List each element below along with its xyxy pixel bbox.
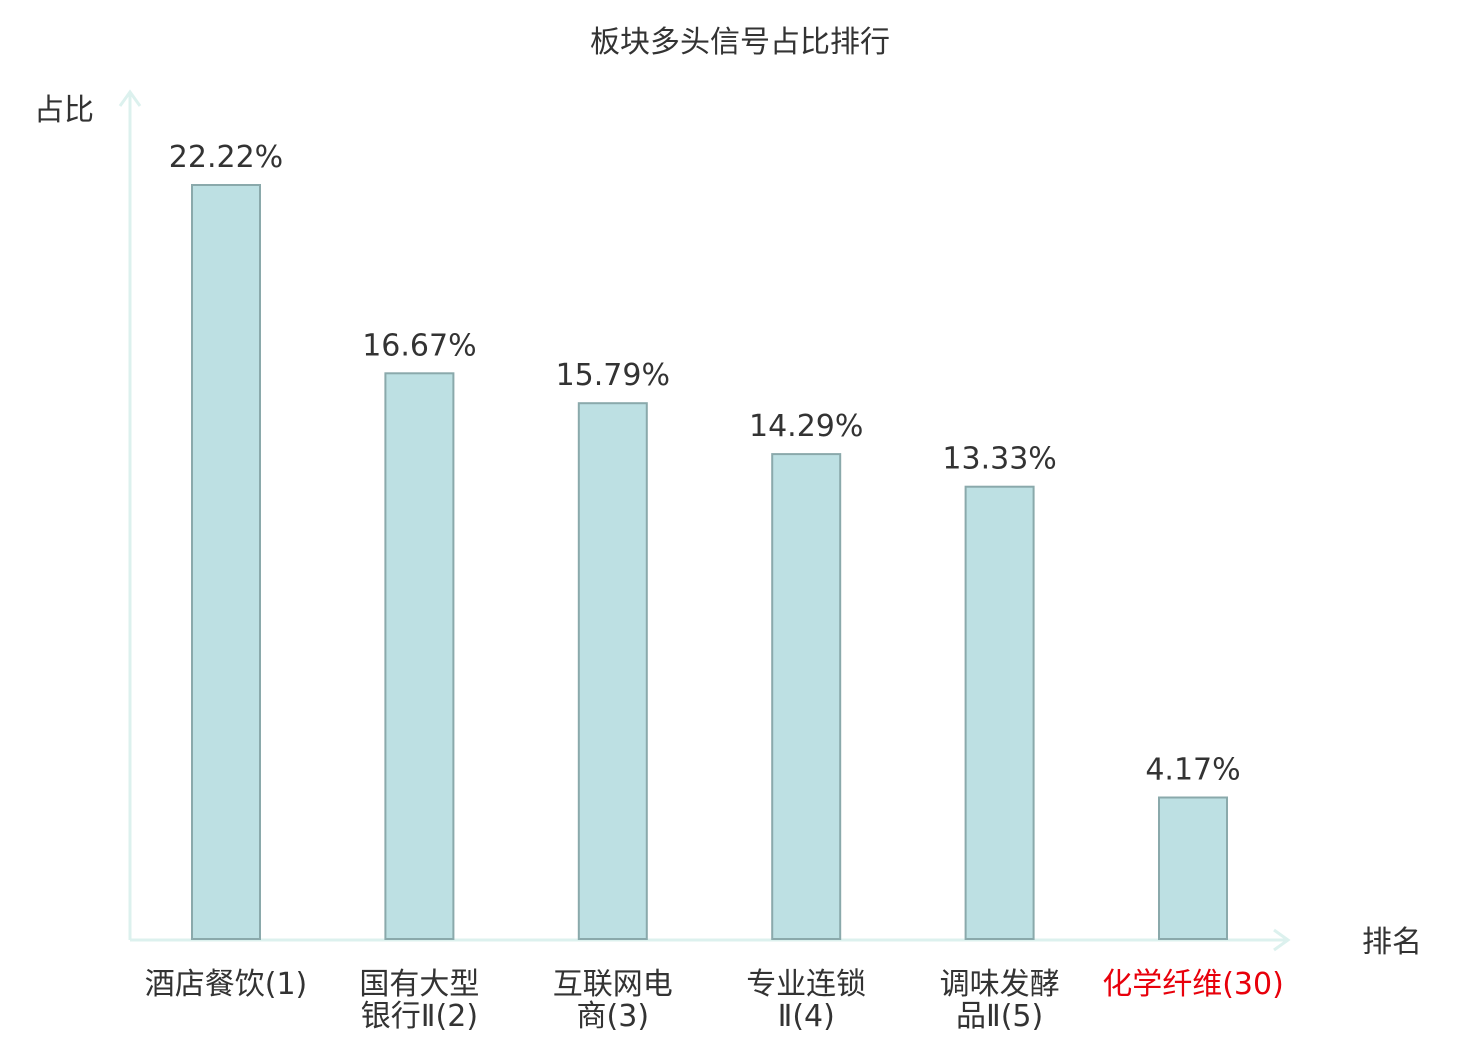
bar — [1158, 796, 1228, 940]
category-label: 化学纤维(30) — [1102, 967, 1284, 1002]
category-label-line: 互联网电 — [553, 967, 673, 1002]
category-label: 酒店餐饮(1) — [145, 967, 308, 1002]
category-label-line: 商(3) — [577, 999, 650, 1034]
category-labels: 酒店餐饮(1) 国有大型银行Ⅱ(2) 互联网电商(3) 专业连锁 Ⅱ(4) 调味发酵品Ⅱ(… — [145, 967, 1284, 1034]
x-axis-label: 排名 — [1362, 925, 1422, 960]
category-label-line: 调味发酵 — [940, 967, 1060, 1002]
category-label-line: Ⅱ(4) — [778, 999, 835, 1034]
bar-value-label: 13.33% — [942, 442, 1056, 477]
bar — [771, 453, 842, 940]
y-axis-label: 占比 — [34, 93, 94, 128]
value-labels: 22.22% 16.67% 15.79% 14.29% 13.33% 4.17% — [169, 140, 1241, 788]
bar — [577, 402, 648, 940]
bar — [964, 485, 1035, 940]
category-label: 调味发酵品Ⅱ(5) — [940, 967, 1060, 1034]
chart-title: 板块多头信号占比排行 — [590, 25, 890, 60]
y-axis-arrow-icon — [118, 89, 142, 107]
bars — [191, 184, 1228, 940]
bar-value-label: 15.79% — [556, 358, 670, 393]
bar-value-label: 14.29% — [749, 409, 863, 444]
bar-value-label: 22.22% — [169, 140, 283, 175]
category-label: 互联网电商(3) — [553, 967, 673, 1034]
category-label: 国有大型银行Ⅱ(2) — [359, 967, 479, 1034]
category-label-line: 品Ⅱ(5) — [956, 999, 1043, 1034]
category-label-line: 专业连锁 — [746, 967, 866, 1002]
bar — [384, 372, 455, 940]
bar — [191, 184, 261, 940]
bar-value-label: 4.17% — [1145, 753, 1240, 788]
category-label-line: 酒店餐饮(1) — [145, 967, 308, 1002]
category-label-line: 化学纤维(30) — [1102, 967, 1284, 1002]
axes — [118, 89, 1291, 952]
category-label-line: 银行Ⅱ(2) — [361, 999, 478, 1034]
bar-value-label: 16.67% — [362, 328, 476, 363]
category-label-line: 国有大型 — [359, 967, 479, 1002]
category-label: 专业连锁 Ⅱ(4) — [746, 967, 866, 1034]
x-axis-arrow-icon — [1273, 928, 1291, 952]
